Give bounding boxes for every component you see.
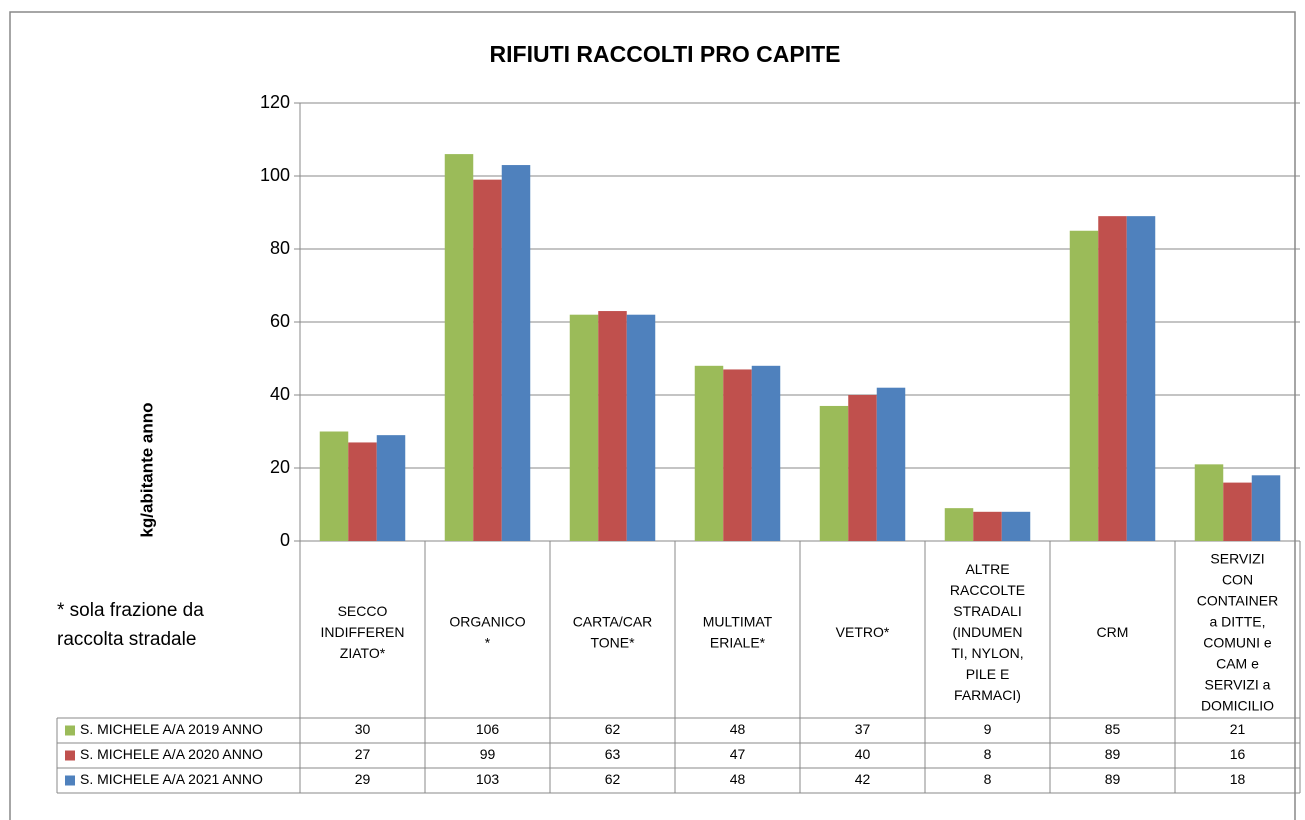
x-tick-label: PILE E bbox=[966, 666, 1010, 682]
bar bbox=[1223, 482, 1252, 541]
table-value: 40 bbox=[855, 746, 871, 762]
x-tick-label: SERVIZI bbox=[1210, 551, 1264, 567]
legend-label: S. MICHELE A/A 2020 ANNO bbox=[80, 746, 263, 762]
bar bbox=[1194, 464, 1224, 541]
bar bbox=[819, 405, 849, 541]
table-value: 18 bbox=[1230, 771, 1246, 787]
x-tick-label: VETRO* bbox=[836, 624, 890, 640]
y-tick-label: 40 bbox=[270, 384, 290, 404]
x-tick-label: CARTA/CAR bbox=[573, 614, 653, 630]
table-value: 16 bbox=[1230, 746, 1246, 762]
x-tick-label: FARMACI) bbox=[954, 687, 1021, 703]
x-tick-label: TONE* bbox=[590, 635, 635, 651]
bar bbox=[598, 311, 627, 541]
bar bbox=[319, 431, 349, 541]
bar bbox=[626, 314, 656, 541]
bar bbox=[876, 387, 906, 541]
y-axis-title: kg/abitante anno bbox=[137, 402, 156, 537]
bar bbox=[1069, 230, 1099, 541]
table-value: 47 bbox=[730, 746, 746, 762]
y-tick-label: 20 bbox=[270, 457, 290, 477]
bar bbox=[1098, 216, 1127, 541]
bar bbox=[723, 369, 752, 541]
y-tick-label: 60 bbox=[270, 311, 290, 331]
annotation: raccolta stradale bbox=[57, 629, 196, 650]
legend-key bbox=[65, 775, 75, 786]
x-tick-label: ORGANICO bbox=[449, 614, 525, 630]
bar bbox=[348, 442, 377, 541]
bar bbox=[1251, 475, 1281, 541]
x-tick-label: SERVIZI a bbox=[1205, 677, 1271, 693]
x-tick-label: SECCO bbox=[338, 603, 388, 619]
y-tick-label: 0 bbox=[280, 530, 290, 550]
legend-label: S. MICHELE A/A 2021 ANNO bbox=[80, 771, 263, 787]
table-value: 48 bbox=[730, 721, 746, 737]
table-value: 99 bbox=[480, 746, 496, 762]
table-value: 27 bbox=[355, 746, 371, 762]
x-tick-label: DOMICILIO bbox=[1201, 698, 1274, 714]
bar bbox=[376, 435, 406, 541]
bar bbox=[501, 165, 531, 542]
x-tick-label: ERIALE* bbox=[710, 635, 766, 651]
table-value: 29 bbox=[355, 771, 371, 787]
table-value: 8 bbox=[984, 771, 992, 787]
x-tick-label: CONTAINER bbox=[1197, 593, 1278, 609]
x-tick-label: STRADALI bbox=[953, 603, 1021, 619]
x-tick-label: MULTIMAT bbox=[703, 614, 773, 630]
x-tick-label: CRM bbox=[1097, 624, 1129, 640]
legend-key bbox=[65, 750, 75, 761]
legend-key bbox=[65, 725, 75, 736]
y-tick-label: 80 bbox=[270, 238, 290, 258]
bar bbox=[694, 365, 724, 541]
x-tick-label: CON bbox=[1222, 572, 1253, 588]
y-tick-label: 100 bbox=[260, 165, 290, 185]
table-value: 106 bbox=[476, 721, 500, 737]
bar bbox=[751, 365, 781, 541]
x-tick-label: ZIATO* bbox=[340, 645, 386, 661]
table-value: 103 bbox=[476, 771, 500, 787]
annotation: * sola frazione da bbox=[57, 600, 204, 621]
x-tick-label: ALTRE bbox=[965, 561, 1009, 577]
x-tick-label: RACCOLTE bbox=[950, 582, 1025, 598]
x-tick-label: a DITTE, bbox=[1209, 614, 1265, 630]
x-tick-label: TI, NYLON, bbox=[951, 645, 1023, 661]
legend-label: S. MICHELE A/A 2019 ANNO bbox=[80, 721, 263, 737]
table-value: 62 bbox=[605, 771, 621, 787]
table-value: 85 bbox=[1105, 721, 1121, 737]
table-value: 9 bbox=[984, 721, 992, 737]
bar bbox=[848, 395, 877, 541]
table-value: 21 bbox=[1230, 721, 1246, 737]
bar bbox=[1126, 216, 1156, 541]
table-value: 30 bbox=[355, 721, 371, 737]
bar bbox=[973, 511, 1002, 541]
table-value: 48 bbox=[730, 771, 746, 787]
x-tick-label: * bbox=[485, 635, 491, 651]
table-value: 89 bbox=[1105, 746, 1121, 762]
bar bbox=[1001, 511, 1031, 541]
table-value: 89 bbox=[1105, 771, 1121, 787]
y-tick-label: 120 bbox=[260, 92, 290, 112]
bar bbox=[473, 179, 502, 541]
bar bbox=[444, 154, 474, 541]
bar bbox=[944, 508, 974, 541]
table-value: 42 bbox=[855, 771, 871, 787]
table-value: 8 bbox=[984, 746, 992, 762]
x-tick-label: (INDUMEN bbox=[953, 624, 1023, 640]
x-tick-label: INDIFFEREN bbox=[321, 624, 405, 640]
x-tick-label: COMUNI e bbox=[1203, 635, 1272, 651]
table-value: 63 bbox=[605, 746, 621, 762]
chart-title: RIFIUTI RACCOLTI PRO CAPITE bbox=[490, 41, 841, 67]
table-value: 62 bbox=[605, 721, 621, 737]
table-value: 37 bbox=[855, 721, 871, 737]
bar bbox=[569, 314, 599, 541]
x-tick-label: CAM e bbox=[1216, 656, 1259, 672]
